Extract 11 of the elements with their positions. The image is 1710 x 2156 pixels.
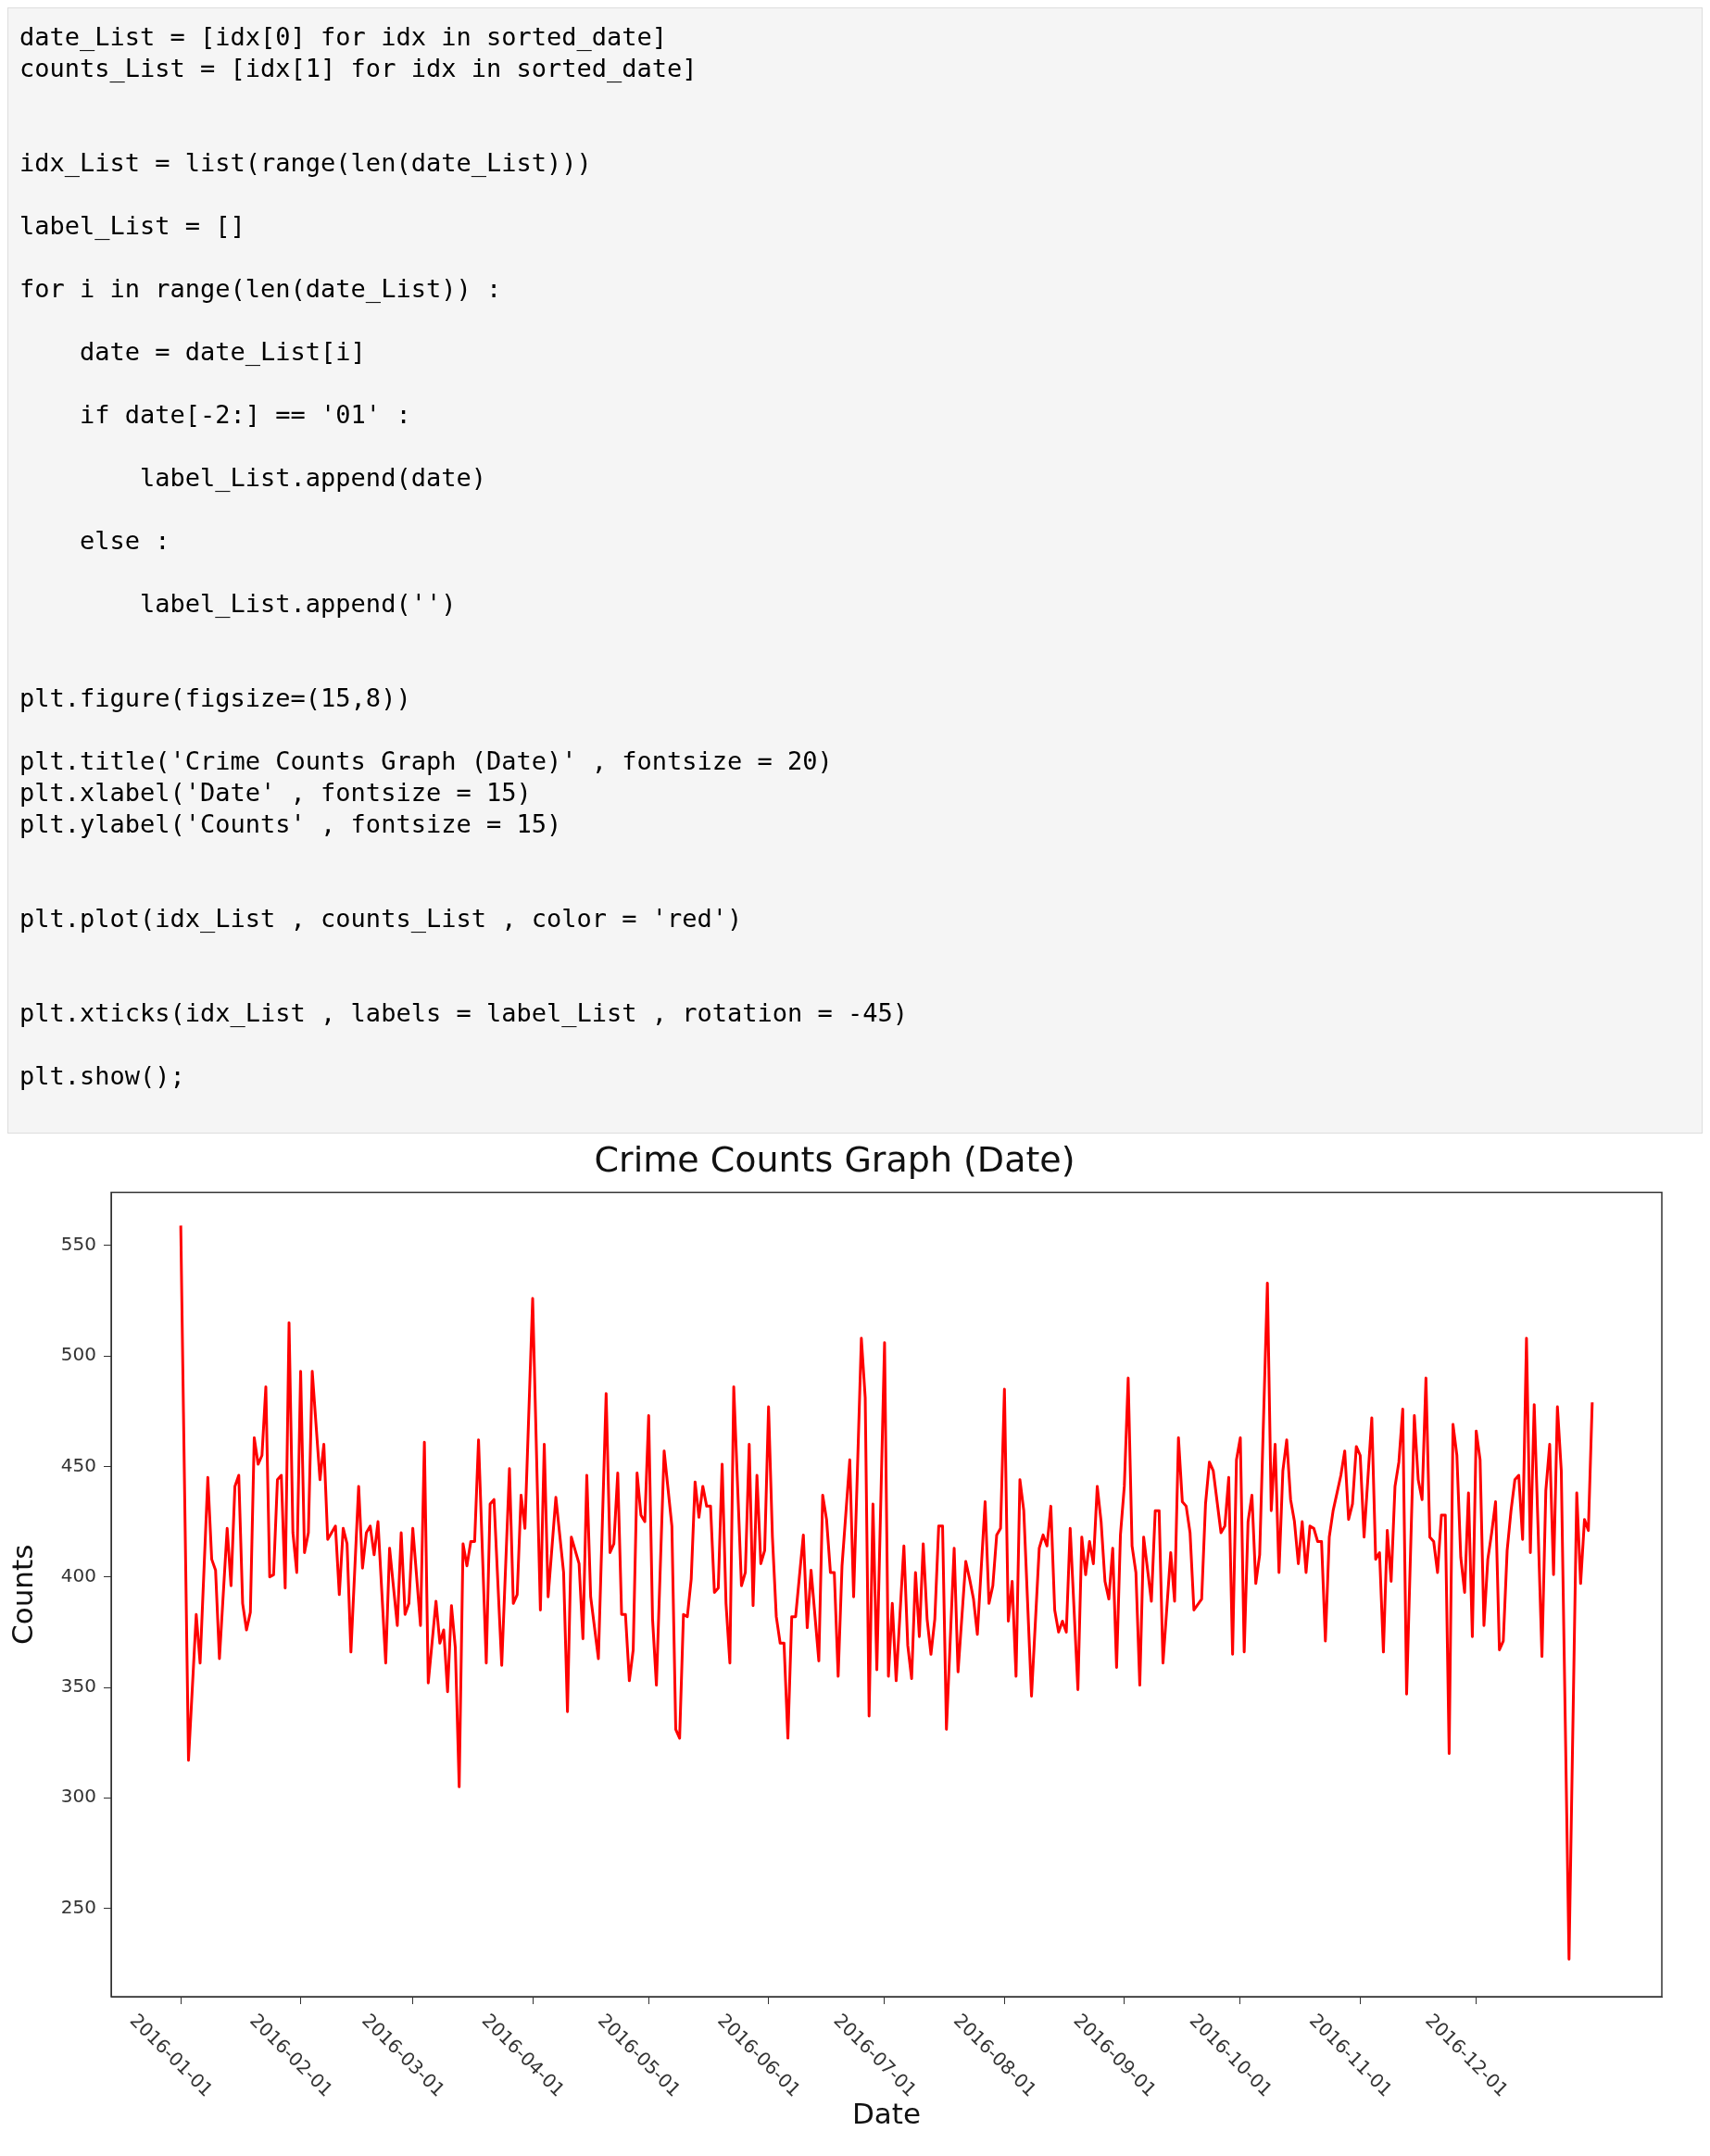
y-tick-label: 400 [60, 1563, 96, 1586]
y-tick-label: 250 [60, 1895, 96, 1918]
y-tick-label: 300 [60, 1785, 96, 1808]
x-axis-title: Date [851, 2097, 922, 2131]
y-tick-label: 450 [60, 1453, 96, 1476]
chart-title: Crime Counts Graph (Date) [594, 1138, 1075, 1180]
code-block: date_List = [idx[0] for idx in sorted_date] counts_List = [idx[1] for idx in sorted_date] idx_List = list(range(len(date_List))) label_List = [] for i in range(len(date_List)) : date = date_List[i] if date[-2:] == '01' : label_List.append(date) else : label_List.append('') plt.figure(figsize=(15,8)) plt.title('Crime Counts Graph (Date)' , fontsize = 20) plt.xlabel('Date' , fontsize = 15) plt.ylabel('Counts' , fontsize = 15) plt.plot(idx_List , counts_List , color = 'red') plt.xticks(idx_List , labels = label_List , rotation = -45) plt.show(); [7, 7, 1703, 1134]
y-axis-title: Counts [5, 1544, 39, 1645]
y-tick-label: 500 [60, 1343, 96, 1366]
y-tick-label: 550 [60, 1233, 96, 1256]
y-tick-label: 350 [60, 1674, 96, 1698]
